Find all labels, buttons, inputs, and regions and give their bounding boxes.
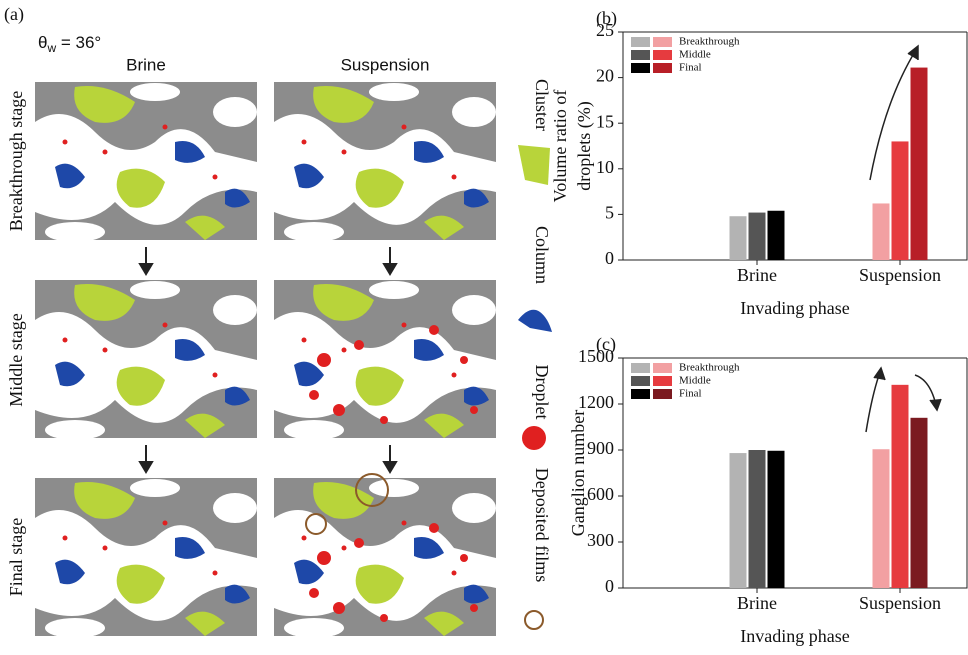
x-axis-label: Invading phase — [740, 626, 849, 646]
legend-label: Middle — [679, 375, 711, 387]
legend-swatch — [653, 37, 672, 47]
column-title: Suspension — [341, 55, 430, 74]
y-axis-label: Volume ratio of — [550, 90, 570, 203]
legend-label: Deposited films — [532, 468, 552, 583]
y-tick-label: 20 — [596, 66, 614, 86]
bar — [910, 417, 928, 588]
x-tick-label: Brine — [737, 265, 777, 285]
bar — [891, 384, 909, 588]
y-tick-label: 900 — [587, 438, 614, 458]
legend-swatch — [631, 50, 650, 60]
micrograph — [35, 478, 257, 638]
micrograph — [274, 82, 496, 242]
legend-swatch — [653, 50, 672, 60]
legend-swatch — [653, 376, 672, 386]
panel-label: (c) — [596, 334, 616, 355]
legend-swatch — [631, 63, 650, 73]
row-title: Middle stage — [6, 313, 26, 406]
stage-arrows — [138, 247, 398, 474]
legend-label: Column — [532, 226, 552, 284]
y-tick-label: 1200 — [578, 392, 614, 412]
micrograph — [35, 280, 257, 440]
y-tick-label: 0 — [605, 576, 614, 596]
x-tick-label: Suspension — [859, 593, 941, 613]
trend-arrows — [865, 44, 942, 433]
legend-swatch — [653, 63, 672, 73]
legend-label: Final — [679, 62, 702, 74]
panel-a: (a) θw = 36° Brine Suspension Breakthrou… — [4, 4, 552, 638]
legend-swatch — [653, 389, 672, 399]
legend-label: Breakthrough — [679, 362, 740, 374]
y-axis-label: droplets (%) — [574, 101, 595, 190]
axes — [622, 357, 968, 589]
bar — [748, 450, 766, 588]
bar — [910, 67, 928, 261]
y-tick-label: 300 — [587, 530, 614, 550]
legend-swatch — [631, 389, 650, 399]
legend-icon — [518, 309, 552, 332]
panel-label: (b) — [596, 8, 617, 29]
film-circle — [305, 513, 327, 535]
micrograph — [35, 82, 257, 242]
bar — [872, 203, 890, 260]
bar — [729, 453, 747, 588]
bar — [767, 450, 785, 588]
bar — [767, 210, 785, 260]
contact-angle: θw = 36° — [38, 33, 101, 55]
bar — [891, 141, 909, 260]
legend-swatch — [653, 363, 672, 373]
row-title: Final stage — [6, 518, 26, 597]
x-axis-label: Invading phase — [740, 298, 849, 318]
y-tick-label: 15 — [596, 111, 614, 131]
legend-swatch — [631, 363, 650, 373]
legend-label: Final — [679, 388, 702, 400]
y-tick-label: 5 — [605, 203, 614, 223]
y-tick-label: 600 — [587, 484, 614, 504]
x-tick-label: Suspension — [859, 265, 941, 285]
legend-label: Droplet — [532, 365, 552, 420]
panel-label: (a) — [4, 4, 24, 25]
y-tick-label: 0 — [605, 248, 614, 268]
legend-icon — [522, 426, 546, 450]
bar — [748, 212, 766, 260]
legend-swatch — [631, 376, 650, 386]
column-title: Brine — [126, 55, 166, 74]
axes — [622, 31, 968, 261]
legend-label: Middle — [679, 49, 711, 61]
x-tick-label: Brine — [737, 593, 777, 613]
y-tick-label: 25 — [596, 20, 614, 40]
legend-label: Breakthrough — [679, 36, 740, 48]
row-title: Breakthrough stage — [6, 91, 26, 231]
film-circle — [355, 473, 389, 507]
legend-icon — [518, 145, 550, 185]
y-tick-label: 1500 — [578, 346, 614, 366]
legend-icon — [524, 610, 544, 630]
legend-label: Cluster — [532, 79, 552, 131]
y-tick-label: 10 — [596, 157, 614, 177]
y-axis-label: Ganglion number — [568, 410, 588, 536]
legend-swatch — [631, 37, 650, 47]
bar — [872, 449, 890, 588]
bar — [729, 216, 747, 260]
